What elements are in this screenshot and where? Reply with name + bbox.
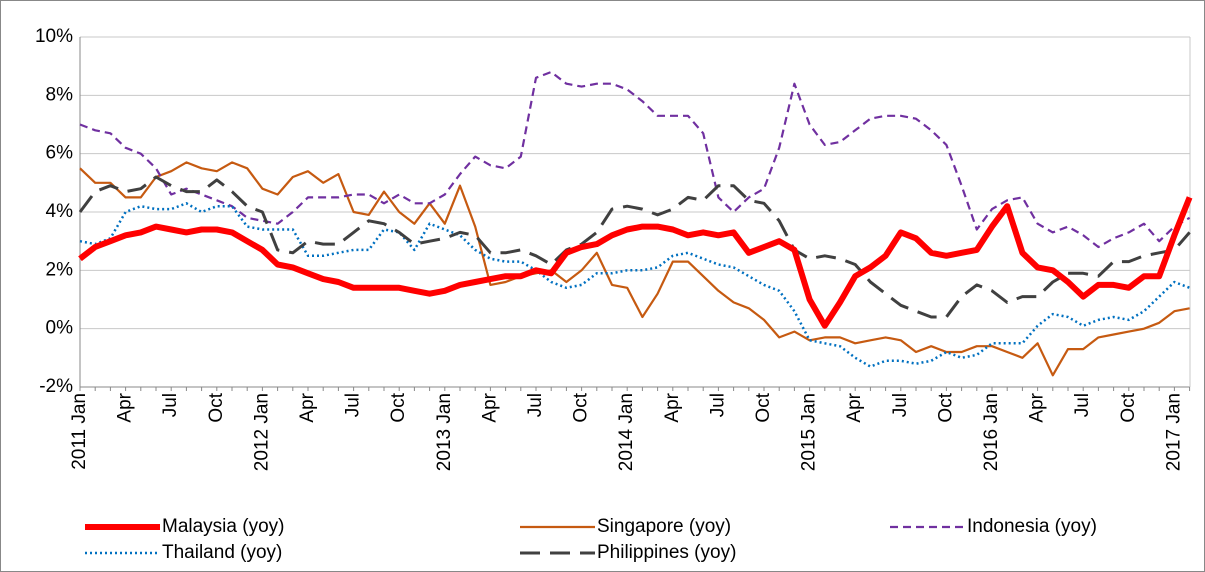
legend-label: Singapore (yoy) bbox=[597, 516, 731, 537]
x-tick-label: Apr bbox=[479, 392, 500, 422]
x-tick-label: Jul bbox=[890, 393, 911, 417]
x-tick-label: 2013 Jan bbox=[434, 393, 455, 471]
x-tick-label: 2017 Jan bbox=[1163, 393, 1184, 471]
x-tick-label: Oct bbox=[1118, 392, 1139, 422]
legend-label: Malaysia (yoy) bbox=[162, 516, 284, 537]
x-tick-label: 2016 Jan bbox=[981, 393, 1002, 471]
x-tick-label: Apr bbox=[115, 392, 136, 422]
x-tick-label: Apr bbox=[662, 392, 683, 422]
x-tick-label: Apr bbox=[297, 392, 318, 422]
y-tick-label: 10% bbox=[35, 26, 73, 47]
x-tick-label: Oct bbox=[753, 392, 774, 422]
series-line bbox=[78, 196, 1193, 329]
y-tick-label: -2% bbox=[39, 376, 73, 397]
series-line bbox=[78, 175, 1191, 319]
y-tick-label: 2% bbox=[46, 259, 74, 280]
x-tick-label: 2012 Jan bbox=[251, 393, 272, 471]
legend-label: Philippines (yoy) bbox=[597, 542, 736, 563]
x-tick-label: 2011 Jan bbox=[69, 393, 90, 470]
x-tick-label: Oct bbox=[388, 392, 409, 422]
series-line bbox=[79, 202, 1191, 368]
x-tick-label: 2014 Jan bbox=[616, 393, 637, 471]
legend-label: Indonesia (yoy) bbox=[967, 516, 1097, 537]
y-tick-label: 4% bbox=[46, 201, 74, 222]
x-tick-label: Jul bbox=[343, 393, 364, 417]
x-tick-label: Jul bbox=[525, 393, 546, 417]
x-tick-label: Oct bbox=[206, 392, 227, 422]
y-tick-label: 8% bbox=[46, 84, 74, 105]
x-tick-label: Jul bbox=[707, 393, 728, 417]
x-tick-label: Oct bbox=[935, 392, 956, 422]
x-tick-label: Jul bbox=[160, 393, 181, 417]
x-tick-label: Jul bbox=[1072, 393, 1093, 417]
x-tick-label: Apr bbox=[844, 392, 865, 422]
legend-label: Thailand (yoy) bbox=[162, 542, 282, 563]
y-tick-label: 0% bbox=[46, 318, 74, 339]
x-tick-label: Apr bbox=[1027, 392, 1048, 422]
x-tick-label: 2015 Jan bbox=[799, 393, 820, 471]
x-tick-label: Oct bbox=[571, 392, 592, 422]
y-tick-label: 6% bbox=[46, 143, 74, 164]
series-line bbox=[79, 161, 1190, 377]
